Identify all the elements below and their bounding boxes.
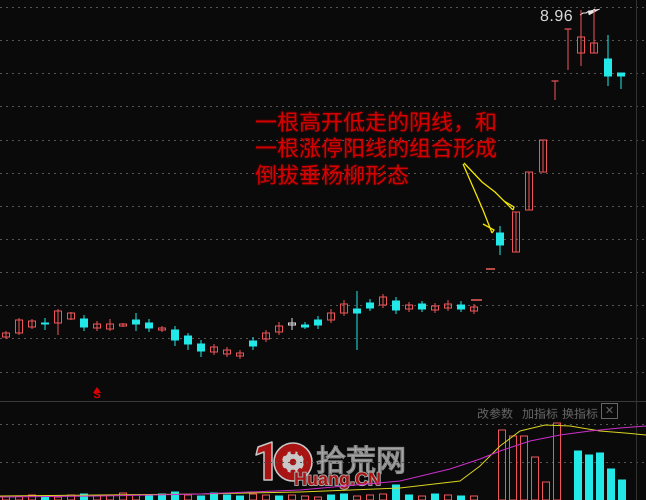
svg-text:S: S [93,389,100,401]
